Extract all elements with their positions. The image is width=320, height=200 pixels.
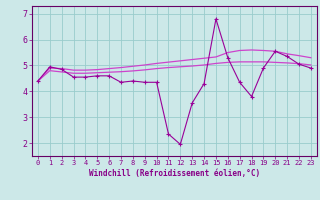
X-axis label: Windchill (Refroidissement éolien,°C): Windchill (Refroidissement éolien,°C): [89, 169, 260, 178]
